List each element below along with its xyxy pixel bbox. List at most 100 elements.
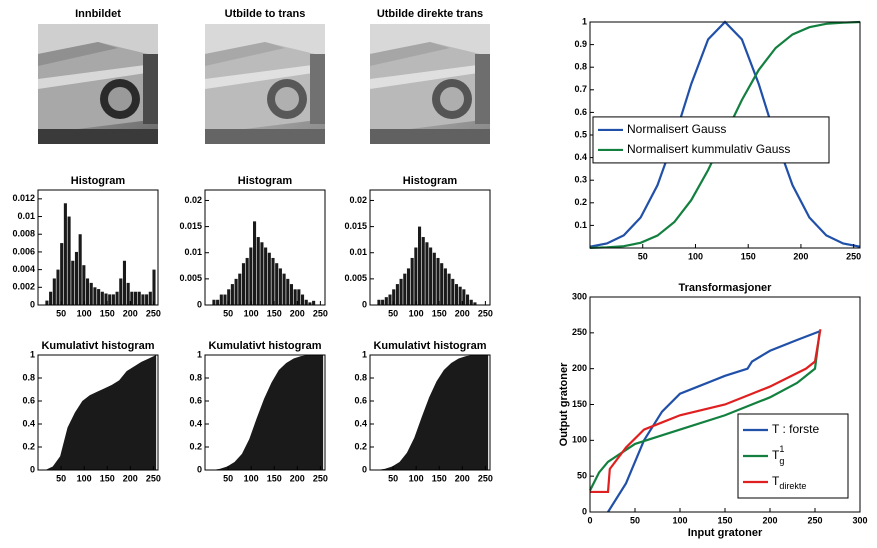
- y-tick-label: 0.8: [189, 372, 202, 382]
- bar: [436, 257, 440, 305]
- bar: [152, 269, 156, 305]
- y-axis-label: Output gratoner: [558, 362, 570, 446]
- x-tick-label: 200: [793, 251, 808, 261]
- y-tick-label: 0.2: [189, 441, 202, 451]
- image-panel: Innbildet: [38, 8, 158, 144]
- bar: [97, 289, 101, 305]
- bar: [454, 284, 459, 305]
- x-tick-label: 200: [123, 308, 138, 318]
- bar: [473, 302, 477, 305]
- legend-label: T : forste: [772, 422, 819, 436]
- y-tick-label: 0.2: [22, 441, 35, 451]
- legend-name: T: [772, 474, 780, 488]
- bar: [395, 284, 399, 305]
- bar: [130, 291, 134, 305]
- bar: [86, 278, 90, 305]
- x-tick-label: 100: [688, 251, 703, 261]
- y-tick-label: 1: [582, 16, 587, 26]
- chart: 50 100 150 200 250 0 0.2 0.4 0.6 0.8 1 Kumulativt h…: [189, 340, 327, 483]
- y-tick-label: 0.006: [12, 246, 35, 256]
- bar: [93, 287, 97, 305]
- y-tick-label: 0.004: [12, 264, 35, 274]
- bar: [234, 278, 238, 305]
- bar: [425, 242, 429, 305]
- bar: [451, 278, 455, 305]
- legend-label: Normalisert kummulativ Gauss: [627, 142, 790, 156]
- bar: [122, 260, 127, 305]
- bar: [134, 291, 138, 305]
- y-tick-label: 0.015: [179, 221, 202, 231]
- x-tick-label: 150: [717, 515, 732, 525]
- chart-title: Histogram: [71, 175, 126, 187]
- y-tick-label: 0.5: [574, 129, 587, 139]
- legend-superscript: 1: [779, 444, 784, 454]
- bar: [89, 282, 93, 305]
- y-tick-label: 0.01: [349, 247, 367, 257]
- legend-name: T : forste: [772, 422, 819, 436]
- bar: [312, 300, 316, 305]
- x-tick-label: 150: [100, 473, 115, 483]
- y-tick-label: 0.4: [22, 418, 35, 428]
- x-tick-label: 100: [77, 473, 92, 483]
- x-tick-label: 200: [455, 308, 470, 318]
- bar: [137, 291, 141, 305]
- x-axis-label: Input gratoner: [688, 527, 763, 539]
- chart-title: Kumulativt histogram: [373, 340, 486, 352]
- bar: [67, 216, 71, 305]
- y-tick-label: 0.6: [354, 395, 367, 405]
- y-tick-label: 0.6: [574, 107, 587, 117]
- area: [370, 355, 489, 470]
- x-tick-label: 250: [478, 473, 493, 483]
- x-tick-label: 150: [267, 308, 282, 318]
- image-panel: Utbilde direkte trans: [370, 8, 490, 144]
- y-tick-label: 0.4: [354, 418, 367, 428]
- bar: [410, 257, 414, 305]
- legend-label: T1 g: [772, 444, 784, 466]
- chart: 50 100 150 200 250 0 0.005 0.01 0.015 0.02 Histogr…: [179, 175, 327, 318]
- legend-name: Normalisert Gauss: [627, 122, 726, 136]
- x-tick-label: 100: [244, 308, 259, 318]
- plot-area: [38, 190, 158, 305]
- plot-frame: [37, 189, 159, 306]
- y-tick-label: 0.8: [22, 372, 35, 382]
- y-tick-label: 0.012: [12, 193, 35, 203]
- y-tick-label: 0.008: [12, 229, 35, 239]
- y-tick-label: 1: [362, 349, 367, 359]
- y-tick-label: 300: [572, 291, 587, 301]
- bar: [253, 221, 257, 305]
- x-tick-label: 100: [77, 308, 92, 318]
- line: [607, 330, 820, 513]
- chart-title: Histogram: [403, 175, 458, 187]
- y-tick-label: 0.01: [184, 247, 202, 257]
- x-tick-label: 150: [267, 473, 282, 483]
- bar: [377, 299, 381, 305]
- line: [589, 332, 821, 491]
- chart-title: Kumulativt histogram: [41, 340, 154, 352]
- x-tick-label: 50: [56, 473, 66, 483]
- y-tick-label: 0.005: [344, 273, 367, 283]
- bar: [148, 291, 152, 305]
- bar: [238, 273, 242, 305]
- x-tick-label: 250: [146, 308, 161, 318]
- legend: Normalisert Gauss Normalisert kummulativ …: [592, 116, 830, 164]
- y-tick-label: 0.7: [574, 84, 587, 94]
- x-tick-label: 50: [223, 308, 233, 318]
- bar: [227, 289, 231, 305]
- bar: [271, 257, 275, 305]
- y-tick-label: 0.3: [574, 175, 587, 185]
- bar: [443, 268, 447, 305]
- bar: [275, 263, 279, 305]
- x-tick-label: 250: [846, 251, 861, 261]
- x-tick-label: 300: [852, 515, 867, 525]
- image-title: Utbilde direkte trans: [377, 8, 483, 20]
- y-tick-label: 0.9: [574, 39, 587, 49]
- bar: [297, 289, 301, 305]
- bar: [462, 289, 466, 305]
- y-tick-label: 0.4: [189, 418, 202, 428]
- chart-title: Kumulativt histogram: [208, 340, 321, 352]
- x-tick-label: 250: [313, 473, 328, 483]
- bar: [301, 294, 305, 305]
- bar: [392, 289, 396, 305]
- bar: [249, 247, 253, 305]
- line: [590, 329, 822, 494]
